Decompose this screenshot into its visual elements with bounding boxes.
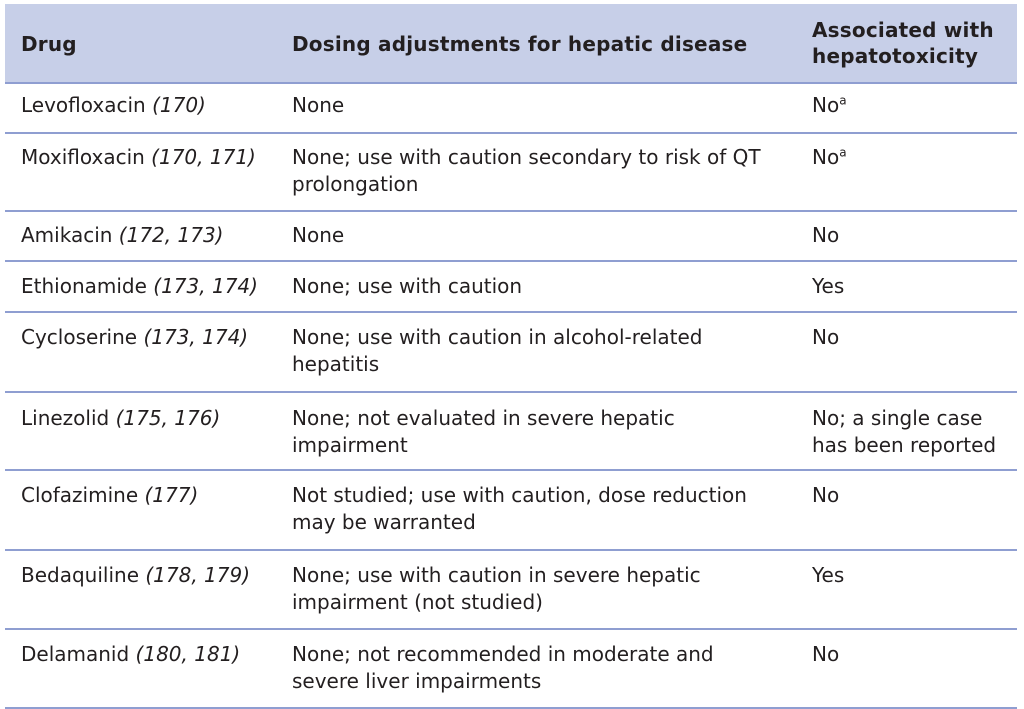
drug-refs: (170, 171) (151, 145, 256, 169)
header-hepatotoxicity-line1: Associated with (812, 18, 994, 42)
drug-cell: Delamanid (180, 181) (21, 641, 240, 668)
dosing-cell: None; not evaluated in severe hepatic imp… (292, 405, 792, 459)
hepato-cell: No (812, 482, 1017, 509)
dosing-cell: None; use with caution secondary to risk… (292, 144, 792, 198)
drug-name: Cycloserine (21, 325, 138, 349)
dosing-line2: hepatitis (292, 352, 380, 376)
dosing-line1: None; not recommended in moderate and (292, 642, 714, 666)
dosing-line2: may be warranted (292, 510, 476, 534)
table-row: Ethionamide (173, 174) None; use with ca… (5, 262, 1017, 313)
dosing-line2: severe liver impairments (292, 669, 542, 693)
hepato-value: No (812, 642, 840, 666)
table-row: Bedaquiline (178, 179) None; use with ca… (5, 551, 1017, 630)
dosing-cell: None; not recommended in moderate and sev… (292, 641, 792, 695)
table-row: Delamanid (180, 181) None; not recommend… (5, 630, 1017, 709)
dosing-line1: None; not evaluated in severe hepatic (292, 406, 675, 430)
drug-name: Clofazimine (21, 483, 139, 507)
dosing-line2: impairment (292, 433, 408, 457)
hepato-value: Yes (812, 563, 845, 587)
drug-name: Ethionamide (21, 274, 147, 298)
drug-cell: Cycloserine (173, 174) (21, 324, 248, 351)
footnote-marker: a (839, 93, 847, 108)
dosing-line1: None; use with caution in alcohol-relate… (292, 325, 703, 349)
drug-cell: Clofazimine (177) (21, 482, 198, 509)
hepato-cell: No (812, 222, 1017, 249)
dosing-cell: None; use with caution in alcohol-relate… (292, 324, 792, 378)
drug-name: Delamanid (21, 642, 130, 666)
drug-cell: Bedaquiline (178, 179) (21, 562, 250, 589)
table-header: Drug Dosing adjustments for hepatic dise… (5, 4, 1017, 84)
header-dosing: Dosing adjustments for hepatic disease (292, 32, 748, 56)
drug-name: Amikacin (21, 223, 113, 247)
hepato-value: No; a single case (812, 406, 983, 430)
header-hepatotoxicity-line2: hepatotoxicity (812, 44, 979, 68)
drug-refs: (172, 173) (118, 223, 224, 247)
drug-refs: (178, 179) (145, 563, 251, 587)
dosing-cell: None; use with caution in severe hepatic… (292, 562, 792, 616)
hepato-value-line2: has been reported (812, 433, 997, 457)
drug-name: Bedaquiline (21, 563, 139, 587)
dosing-cell: None (292, 222, 792, 249)
dosing-cell: None (292, 92, 792, 119)
drug-refs: (173, 174) (143, 325, 249, 349)
table-row: Levofloxacin (170) None Noa (5, 84, 1017, 134)
table-row: Clofazimine (177) Not studied; use with … (5, 471, 1017, 551)
table-row: Moxifloxacin (170, 171) None; use with c… (5, 134, 1017, 212)
dosing-line2: impairment (not studied) (292, 590, 543, 614)
drug-refs: (170) (152, 93, 206, 117)
table-row: Linezolid (175, 176) None; not evaluated… (5, 393, 1017, 471)
table-row: Cycloserine (173, 174) None; use with ca… (5, 313, 1017, 393)
dosing-line1: Not studied; use with caution, dose redu… (292, 483, 747, 507)
footnote-marker: a (839, 145, 847, 160)
table-body: Levofloxacin (170) None Noa Moxifloxacin… (5, 84, 1017, 709)
table-row: Amikacin (172, 173) None No (5, 212, 1017, 262)
drug-name: Moxifloxacin (21, 145, 145, 169)
hepato-value: No (812, 325, 840, 349)
dosing-cell: None; use with caution (292, 273, 792, 300)
drug-refs: (180, 181) (135, 642, 241, 666)
hepato-value: No (812, 93, 840, 117)
hepato-cell: Yes (812, 562, 1017, 589)
hepato-cell: Noa (812, 144, 1017, 171)
hepato-cell: No; a single case has been reported (812, 405, 1017, 459)
drug-cell: Ethionamide (173, 174) (21, 273, 258, 300)
hepato-value: No (812, 223, 840, 247)
hepato-cell: Noa (812, 92, 1017, 119)
drug-hepatic-table: Drug Dosing adjustments for hepatic dise… (5, 4, 1017, 709)
drug-cell: Linezolid (175, 176) (21, 405, 220, 432)
drug-cell: Amikacin (172, 173) (21, 222, 223, 249)
hepato-value: No (812, 145, 840, 169)
dosing-line1: None; use with caution secondary to risk… (292, 145, 761, 169)
dosing-line1: None (292, 93, 345, 117)
drug-cell: Moxifloxacin (170, 171) (21, 144, 256, 171)
header-hepatotoxicity: Associated with hepatotoxicity (812, 17, 1017, 69)
dosing-line1: None (292, 223, 345, 247)
drug-cell: Levofloxacin (170) (21, 92, 206, 119)
hepato-cell: Yes (812, 273, 1017, 300)
dosing-line2: prolongation (292, 172, 419, 196)
dosing-line1: None; use with caution (292, 274, 523, 298)
dosing-line1: None; use with caution in severe hepatic (292, 563, 701, 587)
header-drug: Drug (21, 32, 77, 56)
hepato-cell: No (812, 641, 1017, 668)
hepato-value: Yes (812, 274, 845, 298)
drug-name: Levofloxacin (21, 93, 146, 117)
hepato-cell: No (812, 324, 1017, 351)
drug-refs: (177) (144, 483, 199, 507)
drug-name: Linezolid (21, 406, 110, 430)
drug-refs: (173, 174) (153, 274, 258, 298)
drug-refs: (175, 176) (115, 406, 221, 430)
dosing-cell: Not studied; use with caution, dose redu… (292, 482, 792, 536)
hepato-value: No (812, 483, 840, 507)
